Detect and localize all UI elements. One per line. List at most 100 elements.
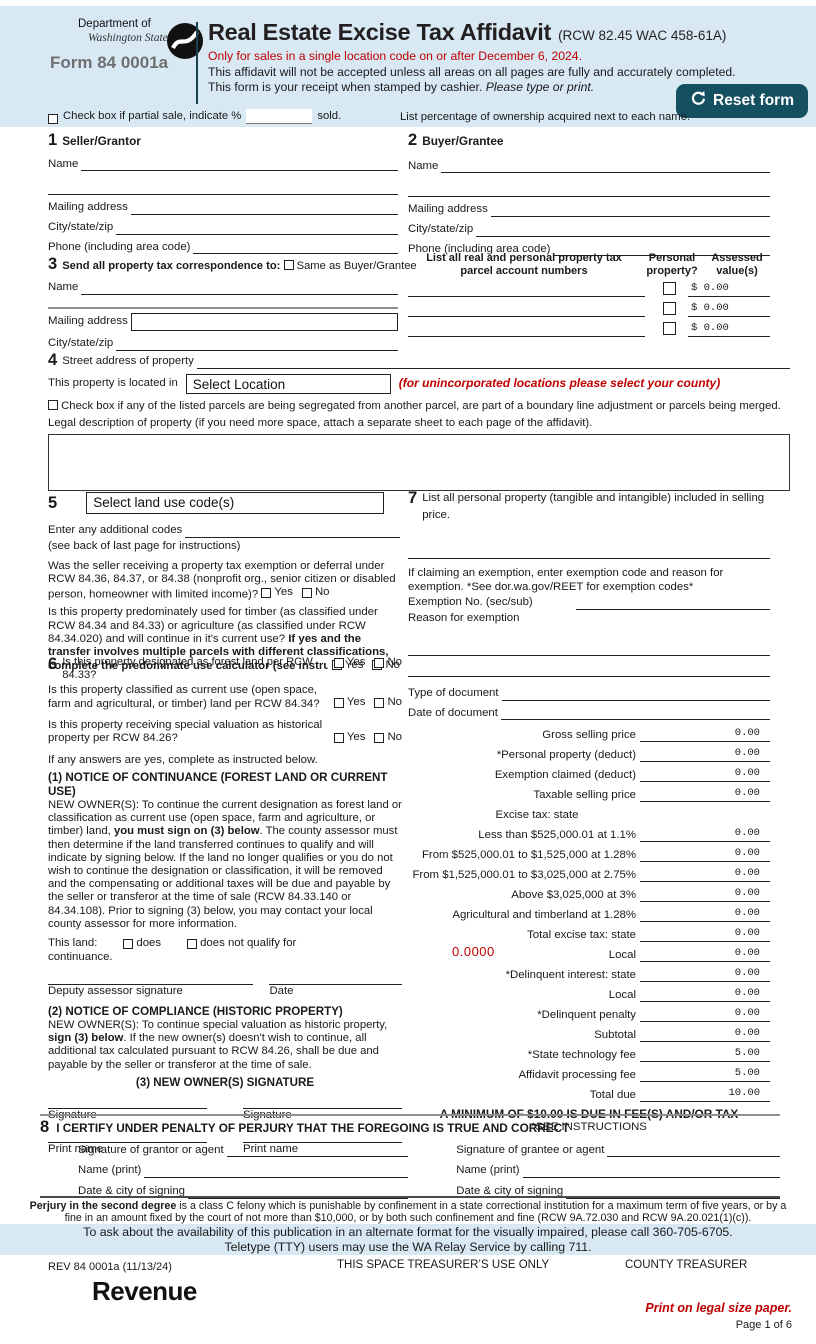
current-use-no-checkbox[interactable] xyxy=(374,698,385,709)
seller-mailing-field[interactable] xyxy=(130,202,398,216)
tax-row: *Delinquent penalty 0.00 xyxy=(408,1002,770,1023)
section-tax-correspondence: 3 Send all property tax correspondence to… xyxy=(48,256,417,351)
tax-row-amount-field[interactable]: 5.00 xyxy=(640,1067,770,1083)
section-seller-grantor: 1 Seller/Grantor Name Mailing address Cit… xyxy=(48,132,398,255)
reason-field-line2[interactable] xyxy=(408,665,770,677)
legal-description-textarea[interactable] xyxy=(48,433,790,491)
partial-sale-checkbox[interactable] xyxy=(48,114,58,124)
this-land-label: This land: xyxy=(48,937,98,950)
date-label: Date xyxy=(269,985,294,998)
tax-row-amount-field[interactable]: 0.00 xyxy=(640,907,770,923)
reason-field-line1[interactable] xyxy=(408,644,770,656)
tax-rows: Gross selling price 0.00 *Personal propert… xyxy=(408,722,770,1103)
exemption-note-line2: exemption. *See dor.wa.gov/REET for exem… xyxy=(408,580,694,593)
grantor-name-print-field[interactable] xyxy=(144,1165,409,1178)
exemption-no-field[interactable] xyxy=(575,597,770,611)
type-of-document-field[interactable] xyxy=(501,688,770,701)
tax-row-amount-field[interactable]: 0.00 xyxy=(640,987,770,1003)
does-checkbox[interactable] xyxy=(123,938,134,949)
personal-property-checkbox[interactable] xyxy=(663,322,676,336)
grantee-date-city-field[interactable] xyxy=(566,1186,780,1199)
date-of-document-field[interactable] xyxy=(500,707,770,721)
correspondence-city-field[interactable] xyxy=(116,338,398,351)
tax-row-amount-field[interactable]: 10.00 xyxy=(640,1087,770,1103)
perjury-statement: Perjury in the second degree is a class … xyxy=(24,1200,792,1225)
tax-row-amount-field[interactable]: 0.00 xyxy=(640,747,770,763)
tax-row: Exemption claimed (deduct) 0.00 xyxy=(408,762,770,783)
tax-row-amount-field[interactable]: 0.00 xyxy=(640,867,770,883)
grantee-signature-field[interactable] xyxy=(607,1144,780,1158)
street-address-field[interactable] xyxy=(196,356,790,369)
tax-row-label: Taxable selling price xyxy=(533,788,636,801)
location-select[interactable]: Select Location xyxy=(185,373,391,394)
tax-row-amount-field[interactable]: 0.00 xyxy=(640,767,770,783)
grantee-name-print-field[interactable] xyxy=(522,1165,780,1178)
assessed-value-field[interactable]: $ 0.00 xyxy=(688,302,770,318)
tax-row-amount-field[interactable]: 0.00 xyxy=(640,727,770,743)
parcel-number-field[interactable] xyxy=(408,325,645,338)
historical-yes-checkbox[interactable] xyxy=(333,732,344,743)
exemption-no-checkbox[interactable] xyxy=(301,587,312,598)
seller-phone-field[interactable] xyxy=(193,241,398,255)
buyer-name-field[interactable] xyxy=(441,160,770,174)
tax-row-amount-field[interactable]: 0.00 xyxy=(640,947,770,963)
assessed-value-field[interactable]: $ 0.00 xyxy=(688,282,770,298)
buyer-city-field[interactable] xyxy=(476,224,770,237)
tax-row-amount-field[interactable]: 0.00 xyxy=(640,927,770,943)
buyer-mailing-field[interactable] xyxy=(490,204,770,218)
parcel-table-header: List all real and personal property tax p… xyxy=(408,252,770,277)
correspondence-name-field[interactable] xyxy=(81,282,398,296)
segregated-checkbox[interactable] xyxy=(48,399,58,410)
does-not-checkbox[interactable] xyxy=(187,938,198,949)
exemption-yes-checkbox[interactable] xyxy=(261,587,272,598)
forest-yes-checkbox[interactable] xyxy=(333,657,344,668)
historical-no-checkbox[interactable] xyxy=(374,732,385,743)
partial-sale-percent-input[interactable] xyxy=(246,109,313,124)
perjury-bold: Perjury in the second degree xyxy=(29,1200,177,1212)
tax-row-amount-field[interactable]: 0.00 xyxy=(640,1007,770,1023)
seller-name2-field[interactable] xyxy=(48,183,398,196)
seller-city-field[interactable] xyxy=(116,222,398,235)
tax-row-amount-field[interactable]: 0.00 xyxy=(640,787,770,803)
section-number: 7 xyxy=(408,489,418,507)
reset-form-button[interactable]: Reset form xyxy=(676,84,808,118)
personal-property-checkbox[interactable] xyxy=(663,282,676,296)
grantor-signature-field[interactable] xyxy=(226,1144,409,1158)
owner-print-name-field[interactable] xyxy=(48,1130,207,1144)
parcel-number-field[interactable] xyxy=(408,285,645,298)
parcel-number-field[interactable] xyxy=(408,305,645,318)
tax-row-amount-field[interactable]: 0.00 xyxy=(640,887,770,903)
parcel-row: $ 0.00 xyxy=(408,277,770,298)
tax-row-amount-field[interactable]: 0.00 xyxy=(640,827,770,843)
tax-row-amount-field[interactable]: 0.00 xyxy=(640,847,770,863)
personal-property-checkbox[interactable] xyxy=(663,302,676,316)
land-use-code-select[interactable]: Select land use code(s) xyxy=(86,492,385,515)
perjury-divider xyxy=(40,1196,780,1198)
deputy-date-field[interactable] xyxy=(269,974,402,986)
does-label: does xyxy=(136,937,162,950)
owner-signature-field[interactable] xyxy=(48,1096,207,1109)
exemption-question: Was the seller receiving a property tax … xyxy=(48,560,400,603)
owner-signature-field[interactable] xyxy=(243,1096,402,1109)
owner-print-name-field[interactable] xyxy=(243,1130,402,1144)
deputy-signature-field[interactable] xyxy=(48,974,254,986)
personal-property-field[interactable] xyxy=(408,547,770,560)
current-use-yes-checkbox[interactable] xyxy=(333,698,344,709)
tax-row-amount-field[interactable]: 5.00 xyxy=(640,1047,770,1063)
forest-no-checkbox[interactable] xyxy=(374,657,385,668)
notice2-title: (2) NOTICE OF COMPLIANCE (HISTORIC PROPE… xyxy=(48,1005,343,1019)
correspondence-mailing-input[interactable] xyxy=(130,313,398,332)
same-as-buyer-checkbox[interactable] xyxy=(283,260,294,270)
parcel-col3-header-line1: Assessed xyxy=(711,252,763,264)
additional-codes-field[interactable] xyxy=(185,525,400,538)
tax-row-amount-field[interactable]: 0.00 xyxy=(640,1027,770,1043)
historical-question: Is this property receiving special valua… xyxy=(48,718,323,745)
buyer-phone-field[interactable] xyxy=(553,243,770,257)
parcel-col3-header-line2: value(s) xyxy=(716,264,758,277)
buyer-name2-field[interactable] xyxy=(408,185,770,198)
assessed-value-field[interactable]: $ 0.00 xyxy=(688,322,770,338)
seller-name-field[interactable] xyxy=(81,158,398,172)
tax-row-amount-field[interactable]: 0.00 xyxy=(640,967,770,983)
page-number: Page 1 of 6 xyxy=(735,1319,792,1331)
grantor-date-city-field[interactable] xyxy=(188,1186,409,1199)
